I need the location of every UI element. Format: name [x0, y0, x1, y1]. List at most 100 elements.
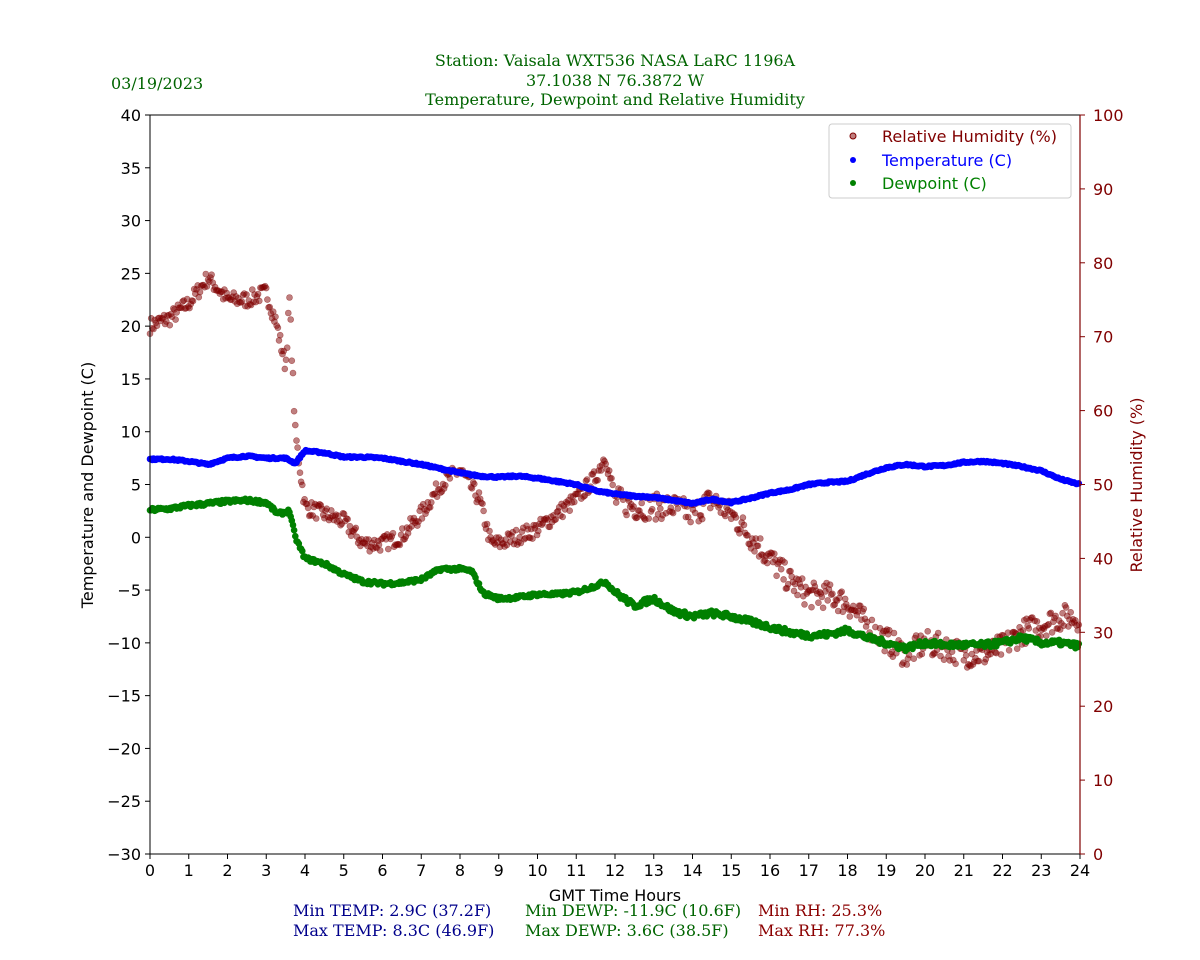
rh-point: [294, 444, 301, 451]
y-tick-label: −10: [107, 634, 141, 653]
rh-point: [780, 576, 787, 583]
y-tick-label: 30: [121, 212, 141, 231]
rh-point: [824, 597, 832, 604]
rh-point: [486, 527, 493, 535]
y-tick-label: −20: [107, 739, 141, 758]
rh-point: [645, 515, 653, 522]
rh-point: [570, 498, 578, 506]
x-tick-label: 24: [1070, 861, 1090, 880]
rh-point: [475, 489, 483, 496]
rh-point: [890, 629, 898, 637]
rh-point: [910, 655, 918, 663]
rh-point: [826, 581, 834, 589]
rh-point: [389, 529, 397, 537]
rh-point: [770, 550, 778, 558]
min-rh: Min RH: 25.3%: [758, 901, 882, 920]
y2-tick-label: 40: [1093, 549, 1113, 568]
y-tick-label: −30: [107, 845, 141, 864]
rh-point: [291, 421, 299, 429]
rh-point: [1062, 604, 1070, 611]
rh-point: [483, 520, 491, 528]
stats: Min TEMP: 2.9C (37.2F) Max TEMP: 8.3C (4…: [293, 901, 885, 940]
rh-point: [903, 661, 911, 668]
rh-point: [1013, 645, 1021, 653]
rh-point: [296, 469, 304, 477]
rh-point: [846, 613, 854, 620]
x-tick-label: 18: [837, 861, 857, 880]
dewp-series: [146, 495, 1083, 655]
min-dewp: Min DEWP: -11.9C (10.6F): [525, 901, 741, 920]
rh-point: [781, 559, 789, 566]
rh-point: [1043, 632, 1050, 640]
rh-point: [706, 504, 714, 512]
rh-point: [290, 407, 298, 415]
y-tick-label: 10: [121, 423, 141, 442]
rh-point: [798, 575, 806, 582]
y-tick-label: 5: [131, 476, 141, 495]
rh-point: [648, 505, 656, 513]
x-tick-label: 19: [876, 861, 896, 880]
rh-point: [838, 588, 846, 596]
rh-point: [376, 547, 384, 554]
rh-point: [669, 509, 677, 517]
x-tick-label: 16: [760, 861, 780, 880]
y-tick-label: 15: [121, 370, 141, 389]
rh-point: [1005, 646, 1013, 654]
rh-point: [756, 535, 764, 542]
y2-axis-label: Relative Humidity (%): [1127, 398, 1146, 573]
rh-point: [638, 499, 646, 507]
rh-point: [751, 547, 758, 555]
rh-point: [166, 321, 174, 329]
rh-point: [773, 572, 780, 580]
rh-point: [566, 507, 574, 515]
rh-point: [630, 503, 637, 510]
rh-point: [272, 313, 279, 321]
rh-point: [172, 316, 179, 323]
y2-tick-label: 70: [1093, 328, 1113, 347]
rh-point: [446, 475, 454, 482]
x-tick-label: 13: [644, 861, 664, 880]
rh-point: [1025, 625, 1033, 632]
rh-point: [479, 500, 486, 508]
rh-point: [962, 652, 970, 659]
x-tick-label: 0: [145, 861, 155, 880]
x-tick-label: 14: [682, 861, 702, 880]
rh-point: [674, 505, 682, 512]
rh-point: [623, 511, 630, 519]
y2-tick-label: 90: [1093, 180, 1113, 199]
rh-point: [276, 331, 284, 339]
rh-point: [552, 516, 560, 523]
rh-point: [396, 541, 404, 549]
dewp-point: [290, 526, 298, 534]
rh-point: [819, 604, 827, 612]
x-tick-label: 5: [339, 861, 349, 880]
x-tick-label: 2: [222, 861, 232, 880]
x-tick-label: 15: [721, 861, 741, 880]
y-tick-label: −25: [107, 792, 141, 811]
legend-rh-marker: [849, 132, 857, 140]
min-temp: Min TEMP: 2.9C (37.2F): [293, 901, 491, 920]
x-tick-label: 12: [605, 861, 625, 880]
y-tick-label: −5: [117, 581, 141, 600]
x-tick-label: 10: [527, 861, 547, 880]
x-axis-label: GMT Time Hours: [549, 886, 681, 905]
title-line-3: Temperature, Dewpoint and Relative Humid…: [425, 90, 805, 109]
rh-point: [839, 608, 847, 616]
rh-point: [480, 507, 487, 515]
rh-point: [722, 512, 729, 520]
rh-point: [327, 507, 335, 514]
rh-point: [608, 474, 615, 482]
rh-point: [739, 514, 747, 521]
rh-point: [605, 467, 613, 474]
rh-point: [1067, 608, 1074, 616]
rh-point: [740, 521, 748, 529]
rh-point: [153, 322, 161, 330]
rh-point: [868, 616, 876, 624]
rh-point: [1052, 612, 1059, 620]
temp-series: [146, 446, 1083, 507]
y-tick-label: 25: [121, 264, 141, 283]
rh-point: [196, 288, 204, 296]
rh-point: [529, 535, 536, 542]
rh-point: [286, 294, 293, 301]
legend-temp-label: Temperature (C): [881, 151, 1012, 170]
